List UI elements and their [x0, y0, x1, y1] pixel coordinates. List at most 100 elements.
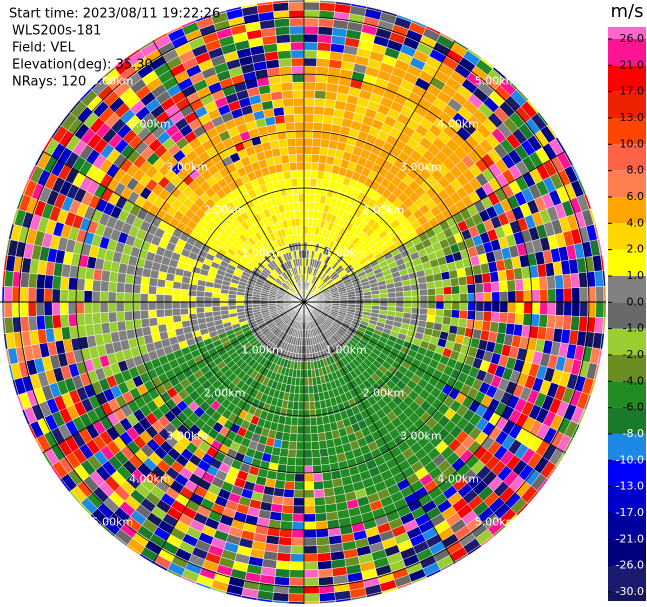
gate — [309, 193, 316, 203]
gate — [371, 293, 381, 299]
gate — [403, 296, 413, 303]
gate — [314, 504, 327, 514]
gate — [163, 294, 173, 303]
header-line: Start time: 2023/08/11 19:22:26 — [9, 7, 220, 22]
gate — [539, 301, 549, 315]
gate — [319, 2, 336, 12]
range-label: 1.00km — [241, 247, 283, 260]
range-label: 3.00km — [166, 161, 208, 174]
gate — [285, 186, 293, 196]
gate — [555, 288, 565, 303]
range-label: 4.00km — [437, 118, 479, 131]
gate — [459, 293, 469, 303]
gate — [52, 314, 62, 329]
gate — [483, 301, 493, 313]
gate — [295, 457, 305, 467]
gate — [187, 307, 197, 315]
gate — [35, 287, 45, 303]
gate — [313, 106, 325, 116]
gate — [309, 417, 318, 427]
gate — [458, 284, 468, 295]
gate — [321, 471, 333, 482]
gate — [293, 105, 305, 115]
range-label: 4.00km — [437, 472, 479, 485]
gate — [19, 301, 29, 318]
gate — [571, 287, 581, 303]
gate — [314, 496, 326, 506]
gate — [318, 440, 328, 450]
gate — [483, 291, 493, 303]
gate — [293, 497, 305, 507]
gate — [272, 2, 289, 12]
gate — [284, 178, 293, 188]
gate — [482, 311, 492, 322]
gate — [303, 577, 320, 587]
gate — [279, 74, 293, 84]
gate — [309, 401, 316, 411]
gate — [515, 290, 525, 303]
gate — [317, 432, 327, 442]
gate — [315, 408, 323, 418]
gate — [296, 169, 305, 179]
gate — [272, 592, 289, 602]
gate — [295, 217, 301, 227]
gate — [100, 280, 110, 292]
gate — [300, 233, 305, 243]
gate — [306, 361, 312, 371]
gate — [274, 568, 291, 578]
gate — [316, 424, 325, 434]
gate — [4, 270, 14, 287]
colorbar-tick-label: 17.0 — [620, 85, 645, 98]
gate — [100, 269, 111, 282]
gate — [100, 312, 110, 324]
gate — [303, 369, 309, 379]
gate — [293, 489, 305, 499]
gate — [440, 270, 451, 281]
gate — [211, 306, 221, 312]
colorbar-tick-label: -17.0 — [616, 506, 644, 519]
colorbar-tick-label: -1.0 — [623, 322, 644, 335]
gate — [522, 277, 532, 291]
gate — [427, 287, 437, 296]
colorbar-tick-label: 26.0 — [620, 32, 645, 45]
gate — [303, 593, 320, 603]
gate — [309, 409, 317, 419]
gate — [275, 471, 287, 482]
gate — [1, 285, 5, 303]
gate — [315, 520, 329, 530]
range-label: 5.00km — [475, 75, 517, 88]
gate — [51, 288, 61, 303]
gate — [317, 34, 333, 44]
gate — [274, 26, 291, 36]
gate — [311, 153, 320, 163]
gate — [323, 487, 335, 498]
header-line: NRays: 120 — [12, 75, 86, 90]
gate — [303, 153, 312, 163]
gate — [163, 301, 173, 310]
gate — [303, 137, 313, 147]
gate — [371, 297, 381, 303]
gate — [99, 291, 109, 303]
gate — [282, 98, 294, 108]
gate — [288, 441, 297, 451]
gate — [303, 25, 319, 35]
gate — [279, 528, 293, 538]
gate — [35, 301, 45, 317]
gate — [319, 447, 329, 458]
gate — [303, 433, 312, 443]
gate — [451, 301, 461, 311]
gate — [489, 321, 500, 333]
velocity-field — [1, 0, 607, 605]
gate — [473, 319, 484, 331]
colorbar-tick-label: 6.0 — [627, 190, 645, 203]
gate — [309, 177, 318, 187]
gate — [298, 393, 305, 403]
gate — [497, 322, 508, 335]
gate — [594, 270, 604, 287]
gate — [531, 301, 541, 315]
gate — [319, 592, 336, 602]
gate — [195, 307, 205, 314]
gate — [227, 301, 237, 307]
gate — [562, 315, 572, 331]
gate — [303, 105, 315, 115]
